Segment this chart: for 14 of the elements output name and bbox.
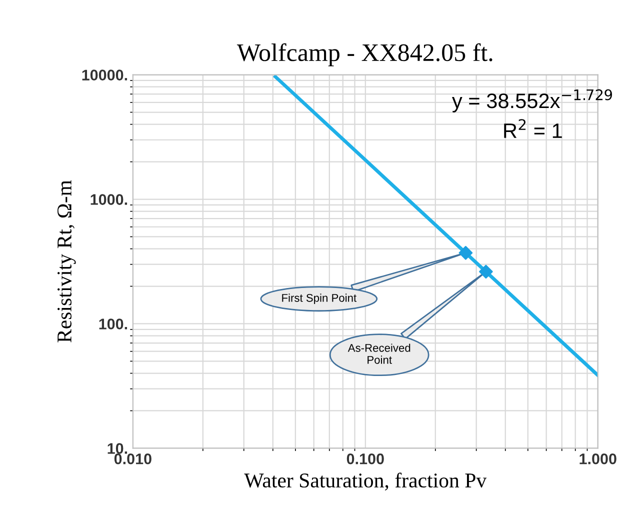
x-tick-label: 1.000 (580, 453, 616, 464)
annotation: R$^{2}$ = 1 (504, 119, 562, 138)
chart-title: Wolfcamp - XX842.05 ft. (236, 43, 492, 66)
y-tick-label: 10. (108, 443, 128, 454)
x-tick-label: 0.100 (346, 453, 384, 464)
y-tick-label: 100. (99, 318, 128, 330)
y-tick-label: 1000. (90, 194, 128, 205)
x-axis-title: Water Saturation, fraction Pv (244, 472, 487, 491)
x-tick-label: 0.010 (114, 453, 152, 464)
y-tick-label: 10000. (82, 70, 128, 80)
y-axis-title: Resistivity Rt, Ω-m (58, 180, 76, 342)
annotation: y = 38.552x$^{−1.729}$ (452, 89, 612, 112)
annotation: As-Received Point (348, 344, 410, 364)
annotation: First Spin Point (282, 294, 356, 304)
